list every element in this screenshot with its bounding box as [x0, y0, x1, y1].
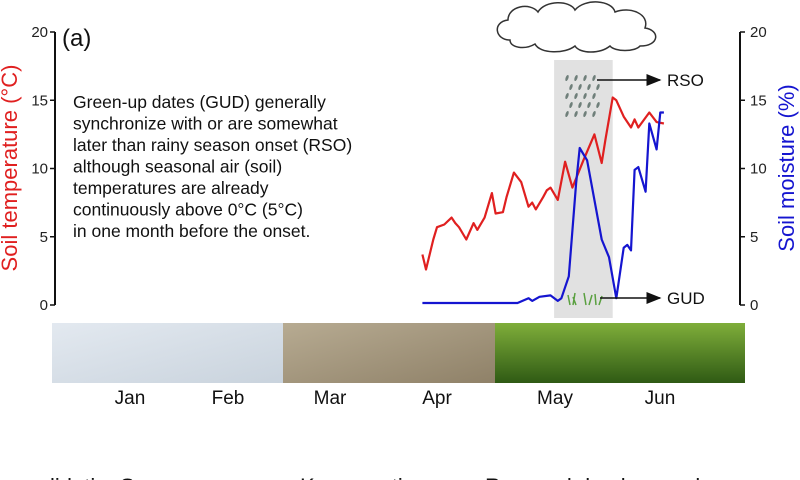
- left-axis-label: Soil temperature (°C): [0, 65, 22, 272]
- right-tick-label: 20: [750, 24, 767, 41]
- bare-soil-image: [283, 323, 495, 383]
- soil-moisture-line: [422, 111, 664, 305]
- annotation-line: Green-up dates (GUD) generally: [73, 92, 326, 112]
- panel-label: (a): [62, 25, 91, 52]
- snow-image: [52, 323, 283, 383]
- grass-sprout-icon: [567, 292, 603, 306]
- bottom-section-label: lidation: [50, 474, 120, 480]
- left-tick-label: 20: [31, 24, 48, 41]
- left-tick-label: 10: [31, 161, 48, 178]
- right-tick-label: 15: [750, 92, 767, 109]
- cloud-icon: [496, 1, 657, 53]
- annotation-line: synchronize with or are somewhat: [73, 114, 338, 134]
- rso-label: RSO: [667, 71, 704, 90]
- right-tick-label: 5: [750, 229, 758, 246]
- annotation-line: temperatures are already: [73, 178, 269, 198]
- left-tick-label: 5: [40, 229, 48, 246]
- annotation-line: continuously above 0°C (5°C): [73, 200, 303, 220]
- month-label: Apr: [422, 388, 452, 409]
- bottom-section-label: Research background: [485, 474, 700, 480]
- right-tick-label: 10: [750, 161, 767, 178]
- annotation-line: later than rainy season onset (RSO): [73, 135, 352, 155]
- rainy-season-window: [554, 60, 613, 318]
- month-label: Jan: [115, 388, 146, 409]
- month-label: May: [537, 388, 573, 409]
- month-label: Jun: [645, 388, 676, 409]
- left-tick-label: 15: [31, 92, 48, 109]
- bottom-section-label: Key questions: [300, 474, 438, 480]
- rain-icon: [565, 74, 600, 118]
- bottom-section-label: Summary: [120, 474, 214, 480]
- month-label: Feb: [212, 388, 245, 409]
- left-tick-label: 0: [40, 297, 48, 314]
- month-label: Mar: [314, 388, 347, 409]
- annotation-line: in one month before the onset.: [73, 221, 310, 241]
- green-grass-image: [495, 323, 745, 383]
- gud-label: GUD: [667, 289, 705, 308]
- right-tick-label: 0: [750, 297, 758, 314]
- annotation-line: although seasonal air (soil): [73, 157, 282, 177]
- right-axis-label: Soil moisture (%): [774, 84, 799, 251]
- soil-temperature-line: [421, 96, 665, 271]
